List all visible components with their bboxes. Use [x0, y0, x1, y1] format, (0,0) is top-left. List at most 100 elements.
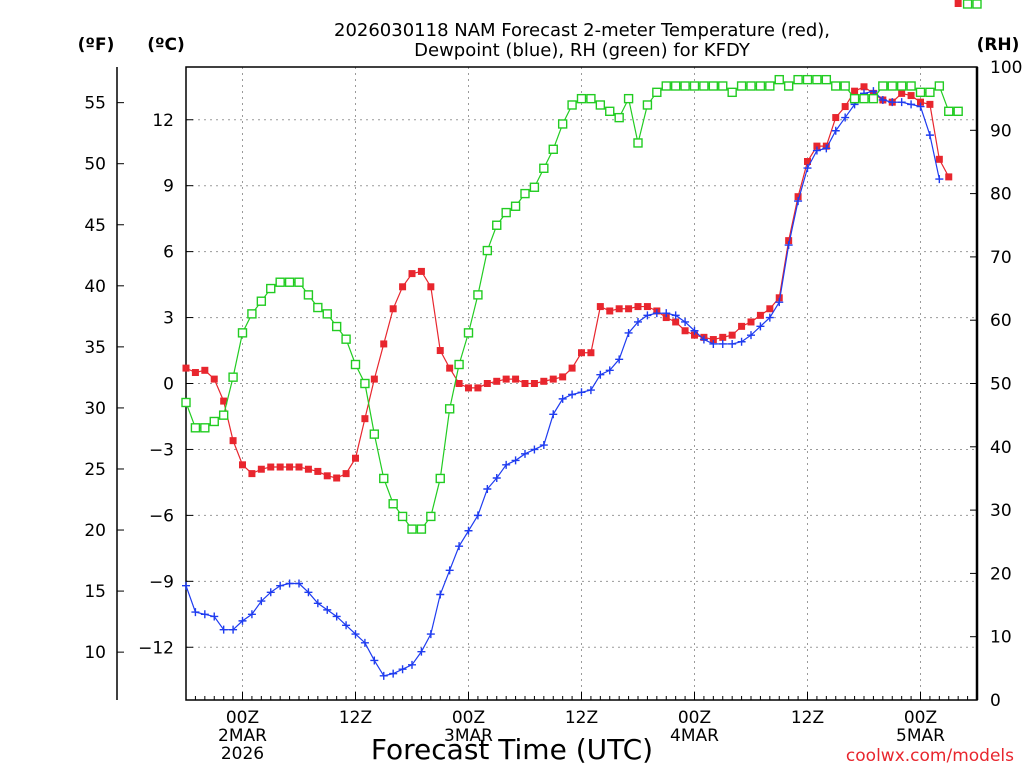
temperature-point	[785, 237, 793, 245]
rh-point	[972, 0, 982, 9]
rh-tick-label: 40	[990, 438, 1012, 458]
temperature-point	[257, 465, 265, 473]
credit-text: coolwx.com/models	[846, 746, 1014, 766]
rh-point	[557, 119, 568, 129]
dewpoint-point	[285, 579, 294, 588]
dewpoint-point	[812, 146, 821, 155]
rh-point	[944, 106, 954, 117]
rh-point	[831, 81, 841, 91]
dewpoint-point	[615, 355, 624, 364]
temperature-point	[568, 364, 576, 372]
fahrenheit-tick-label: 25	[84, 460, 106, 480]
rh-point	[567, 100, 577, 110]
temperature-point	[446, 364, 454, 372]
rh-tick-label: 90	[990, 121, 1012, 141]
rh-point	[473, 290, 483, 300]
dewpoint-point	[756, 322, 765, 331]
rh-point	[379, 473, 389, 484]
rh-point	[331, 321, 342, 332]
temperature-point	[191, 369, 199, 377]
temperature-point	[408, 270, 416, 278]
x-tick-label: 12Z	[339, 708, 372, 728]
temperature-point	[465, 384, 472, 392]
rh-point	[689, 81, 700, 91]
rh-point	[633, 138, 643, 148]
dewpoint-point	[568, 390, 577, 399]
dewpoint-point	[464, 526, 473, 535]
dewpoint-point	[511, 456, 520, 465]
rh-point	[887, 81, 897, 91]
dewpoint-point	[426, 630, 435, 639]
rh-point	[266, 283, 276, 294]
temperature-point	[549, 375, 557, 383]
dewpoint-point	[313, 599, 322, 608]
dewpoint-point	[276, 581, 285, 590]
rh-point	[802, 74, 813, 85]
x-tick-label: 12Z	[791, 708, 824, 728]
x-axis-title: Forecast Time (UTC)	[371, 733, 653, 766]
dewpoint-point	[577, 388, 586, 397]
celsius-tick-label: 9	[163, 177, 174, 197]
temperature-point	[804, 158, 811, 166]
dewpoint-point	[634, 317, 642, 326]
temperature-point	[295, 463, 303, 471]
rh-point	[322, 309, 332, 319]
x-tick-label: 00Z	[678, 708, 711, 728]
temperature-point	[427, 283, 435, 291]
dewpoint-point	[229, 625, 238, 634]
dewpoint-point	[492, 474, 501, 483]
dewpoint-point	[737, 337, 746, 346]
rh-point	[510, 201, 521, 211]
grid-lines	[186, 67, 977, 700]
dewpoint-point	[360, 638, 369, 647]
dewpoint-point	[605, 366, 614, 375]
dewpoint-point	[897, 98, 906, 107]
rh-point	[661, 81, 671, 91]
temperature-point	[917, 98, 924, 106]
temperature-point	[926, 100, 934, 108]
dewpoint-point	[238, 616, 247, 625]
fahrenheit-tick-label: 10	[84, 643, 106, 663]
dewpoint-point	[473, 511, 482, 520]
temperature-point	[794, 193, 802, 201]
rh-point	[454, 359, 464, 370]
temperature-point	[399, 283, 407, 291]
fahrenheit-tick-label: 50	[84, 155, 106, 175]
dewpoint-point	[643, 311, 652, 320]
dewpoint-point	[257, 597, 266, 606]
temperature-point	[841, 103, 849, 111]
rh-point	[708, 81, 719, 91]
dewpoint-point	[794, 197, 803, 206]
rh-tick-label: 0	[990, 691, 1001, 711]
rh-point	[915, 87, 926, 98]
rh-unit-label: (RH)	[977, 35, 1020, 55]
chart-title-line1: 2026030118 NAM Forecast 2-meter Temperat…	[334, 20, 830, 41]
rh-point	[746, 81, 756, 91]
temperature-point	[738, 322, 746, 330]
dewpoint-point	[878, 95, 887, 104]
rh-point	[416, 524, 427, 534]
temperature-point	[417, 267, 425, 275]
rh-point	[294, 277, 304, 287]
temperature-point	[860, 83, 868, 91]
dewpoint-point	[925, 131, 934, 140]
temperature-point	[248, 470, 256, 478]
temperature-point	[775, 294, 783, 302]
rh-point	[670, 81, 681, 91]
x-year-label: 2026	[221, 744, 264, 764]
rh-series	[181, 0, 982, 534]
rh-tick-label: 80	[990, 185, 1012, 205]
temperature-point	[851, 87, 859, 95]
rh-tick-label: 60	[990, 311, 1012, 331]
temperature-point	[333, 474, 341, 482]
dewpoint-point	[191, 608, 200, 617]
rh-point	[614, 112, 624, 123]
celsius-tick-label: 3	[163, 309, 174, 329]
fahrenheit-tick-label: 15	[84, 582, 106, 602]
rh-point	[727, 87, 737, 98]
fahrenheit-tick-label: 35	[84, 338, 106, 358]
dewpoint-point	[200, 610, 209, 619]
dewpoint-point	[351, 630, 360, 639]
temperature-point	[370, 375, 378, 383]
